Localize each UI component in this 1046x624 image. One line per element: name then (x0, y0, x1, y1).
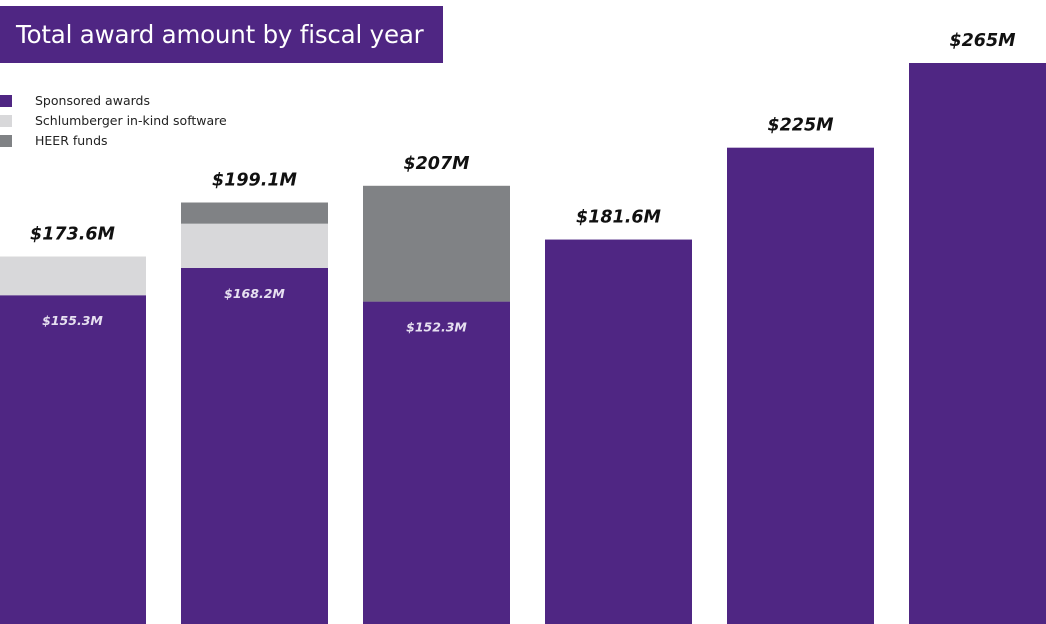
bar-sponsored-1 (0, 295, 146, 624)
total-label-5: $225M (767, 116, 834, 136)
total-label-3: $207M (403, 154, 470, 174)
legend-swatch-schlumberger (0, 115, 12, 127)
legend-label-heer: HEER funds (35, 133, 108, 148)
legend-item-sponsored: Sponsored awards (0, 93, 260, 109)
bar-sponsored-2 (181, 267, 328, 624)
bar-sponsored-5 (727, 147, 874, 624)
bar-sponsored-3 (363, 301, 510, 624)
total-label-2: $199.1M (212, 171, 298, 191)
legend-item-schlumberger: Schlumberger in-kind software (0, 113, 260, 129)
chart-title-banner: Total award amount by fiscal year (0, 6, 443, 63)
bar-schlumberger-2 (181, 223, 328, 268)
total-label-4: $181.6M (576, 208, 662, 228)
chart-title: Total award amount by fiscal year (16, 20, 424, 49)
legend-label-schlumberger: Schlumberger in-kind software (35, 113, 227, 128)
inner-label-3: $152.3M (406, 320, 467, 335)
bar-schlumberger-1 (0, 256, 146, 296)
inner-label-2: $168.2M (224, 286, 285, 301)
legend-item-heer: HEER funds (0, 133, 260, 149)
total-label-1: $173.6M (30, 224, 116, 244)
legend-swatch-heer (0, 135, 12, 147)
total-label-6: $265M (949, 31, 1016, 51)
bar-sponsored-6 (909, 63, 1046, 624)
inner-label-1: $155.3M (42, 313, 103, 328)
legend-label-sponsored: Sponsored awards (35, 93, 150, 108)
bar-sponsored-4 (545, 239, 692, 624)
bar-heer-3 (363, 185, 510, 302)
bar-heer-2 (181, 202, 328, 224)
legend-swatch-sponsored (0, 95, 12, 107)
